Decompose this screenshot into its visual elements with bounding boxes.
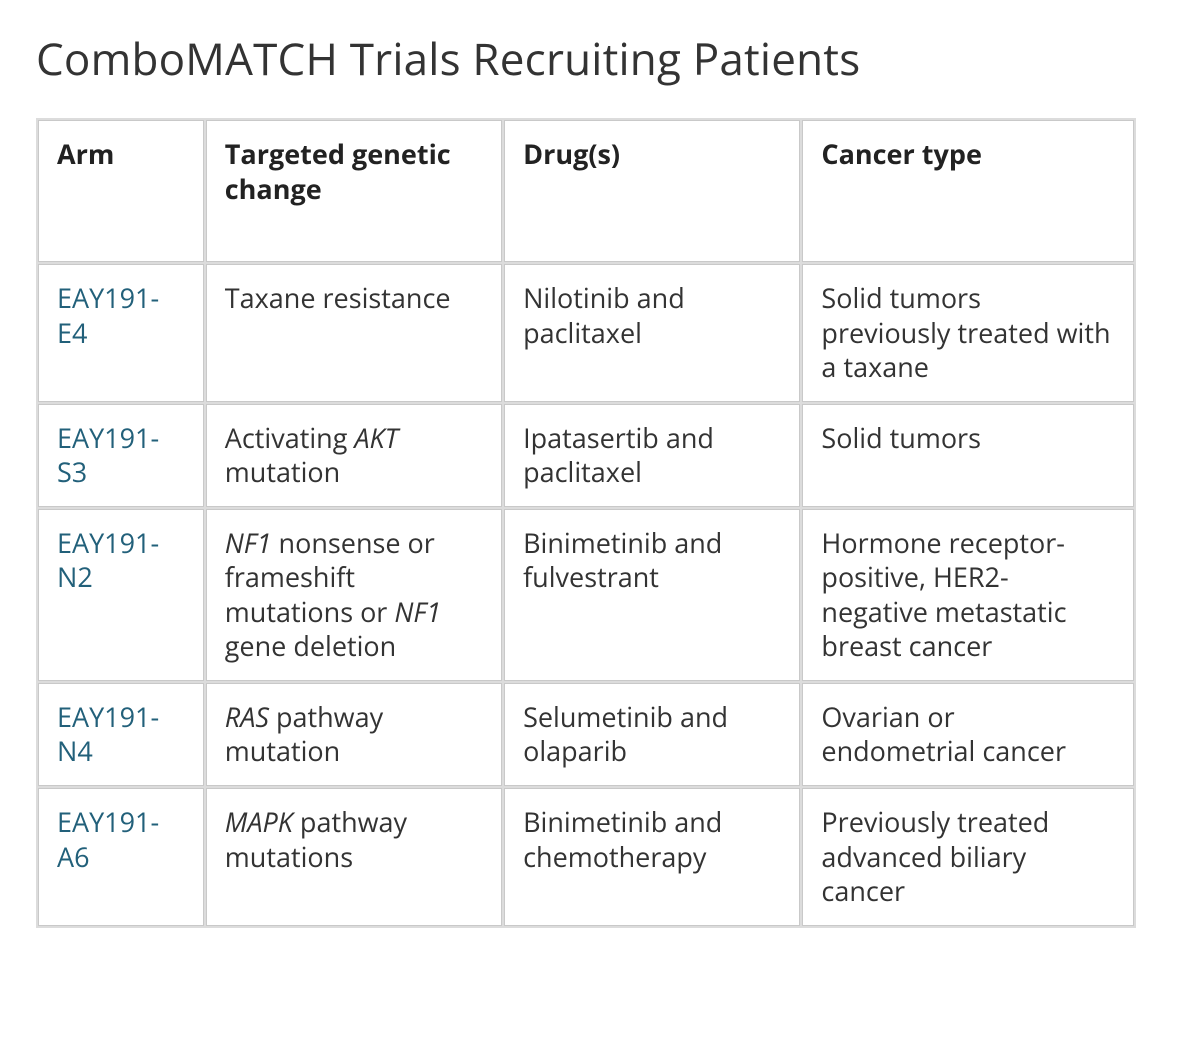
cell-arm: EAY191-A6 xyxy=(38,788,204,926)
table-row: EAY191-N4 RAS pathway mutation Selumetin… xyxy=(38,683,1134,786)
cell-drugs: Binimetinib and fulvestrant xyxy=(504,509,800,681)
gene-name: NF1 xyxy=(394,593,441,630)
page-title: ComboMATCH Trials Recruiting Patients xyxy=(36,28,1164,88)
gene-name: RAS xyxy=(225,698,269,735)
gene-name: NF1 xyxy=(225,524,272,561)
cell-change: RAS pathway mutation xyxy=(206,683,502,786)
table-body: EAY191-E4 Taxane resistance Nilotinib an… xyxy=(38,264,1134,926)
arm-link[interactable]: EAY191-S3 xyxy=(57,419,159,491)
table-header: Arm Targeted genetic change Drug(s) Canc… xyxy=(38,120,1134,262)
col-header-change: Targeted genetic change xyxy=(206,120,502,262)
table-header-row: Arm Targeted genetic change Drug(s) Canc… xyxy=(38,120,1134,262)
gene-name: AKT xyxy=(354,419,398,456)
cell-cancer-type: Hormone receptor-positive, HER2-negative… xyxy=(802,509,1134,681)
cell-cancer-type: Ovarian or endometrial cancer xyxy=(802,683,1134,786)
text-segment: Taxane resistance xyxy=(225,279,451,316)
trials-table: Arm Targeted genetic change Drug(s) Canc… xyxy=(36,118,1136,928)
page: ComboMATCH Trials Recruiting Patients Ar… xyxy=(0,0,1200,964)
cell-arm: EAY191-E4 xyxy=(38,264,204,402)
cell-change: NF1 nonsense or frameshift mutations or … xyxy=(206,509,502,681)
arm-link[interactable]: EAY191-N2 xyxy=(57,524,159,596)
cell-cancer-type: Solid tumors previously treated with a t… xyxy=(802,264,1134,402)
table-row: EAY191-N2 NF1 nonsense or frameshift mut… xyxy=(38,509,1134,681)
arm-link[interactable]: EAY191-E4 xyxy=(57,279,159,351)
cell-arm: EAY191-N2 xyxy=(38,509,204,681)
cell-change: Taxane resistance xyxy=(206,264,502,402)
cell-drugs: Binimetinib and chemotherapy xyxy=(504,788,800,926)
cell-drugs: Nilotinib and paclitaxel xyxy=(504,264,800,402)
text-segment: Activating xyxy=(225,419,355,456)
cell-cancer-type: Previously treated advanced biliary canc… xyxy=(802,788,1134,926)
text-segment: mutation xyxy=(225,453,340,490)
cell-drugs: Ipatasertib and paclitaxel xyxy=(504,404,800,507)
col-header-cancer-type: Cancer type xyxy=(802,120,1134,262)
table-row: EAY191-A6 MAPK pathway mutations Binimet… xyxy=(38,788,1134,926)
table-row: EAY191-S3 Activating AKT mutation Ipatas… xyxy=(38,404,1134,507)
cell-cancer-type: Solid tumors xyxy=(802,404,1134,507)
gene-name: MAPK xyxy=(225,803,293,840)
col-header-drugs: Drug(s) xyxy=(504,120,800,262)
arm-link[interactable]: EAY191-N4 xyxy=(57,698,159,770)
arm-link[interactable]: EAY191-A6 xyxy=(57,803,159,875)
cell-change: Activating AKT mutation xyxy=(206,404,502,507)
table-row: EAY191-E4 Taxane resistance Nilotinib an… xyxy=(38,264,1134,402)
cell-change: MAPK pathway mutations xyxy=(206,788,502,926)
cell-arm: EAY191-S3 xyxy=(38,404,204,507)
text-segment: gene deletion xyxy=(225,627,396,664)
cell-drugs: Selumetinib and olaparib xyxy=(504,683,800,786)
col-header-arm: Arm xyxy=(38,120,204,262)
cell-arm: EAY191-N4 xyxy=(38,683,204,786)
